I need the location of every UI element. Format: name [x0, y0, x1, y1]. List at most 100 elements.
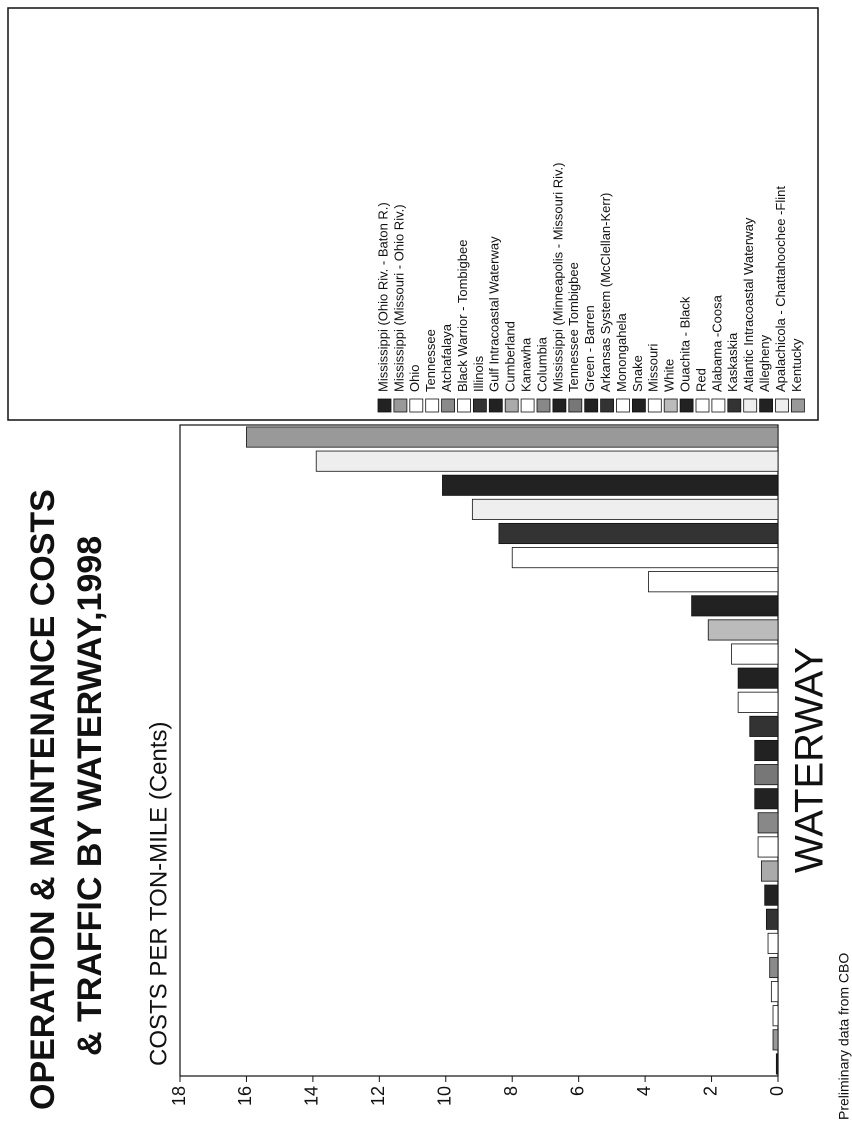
legend-swatch	[552, 398, 567, 413]
legend-box	[7, 7, 819, 421]
bar	[772, 1029, 779, 1051]
legend-swatch	[520, 398, 535, 413]
legend-swatch	[377, 398, 392, 413]
bar	[498, 522, 779, 545]
legend-swatch	[679, 398, 694, 413]
legend-label: Mississippi (Missouri - Ohio Riv.)	[391, 204, 406, 392]
legend-label: Red	[693, 368, 708, 392]
legend-swatch	[568, 398, 583, 413]
legend-swatch	[488, 398, 503, 413]
legend-label: Tennessee	[423, 329, 438, 392]
bar	[511, 547, 779, 569]
legend-label: Black Warrior - Tombigbee	[455, 240, 470, 392]
rotated-chart: OPERATION & MAINTENANCE COSTS & TRAFFIC …	[7, 7, 852, 1120]
legend-label: Kentucky	[789, 338, 804, 392]
legend-swatch	[632, 398, 646, 413]
legend-label: Tennessee Tombigbee	[566, 262, 581, 392]
legend-label: Ouachita - Black	[678, 296, 693, 392]
legend-swatch	[711, 398, 726, 413]
y-tick-label: 6	[567, 1086, 587, 1096]
legend-label: Ohio	[407, 365, 422, 392]
bar	[442, 474, 779, 496]
legend-swatch	[425, 398, 440, 413]
legend-label: Green - Barren	[582, 305, 597, 392]
footnote: Preliminary data from CBO	[836, 953, 852, 1120]
title-line: & TRAFFIC BY WATERWAY,1998	[71, 536, 109, 1056]
y-tick-label: 10	[435, 1086, 455, 1106]
bar	[769, 956, 779, 979]
legend-swatch	[600, 398, 614, 413]
y-tick-label: 0	[767, 1086, 787, 1096]
legend-swatch	[663, 398, 678, 413]
legend-swatch	[791, 398, 805, 413]
title-line: OPERATION & MAINTENANCE COSTS	[24, 489, 62, 1110]
legend-label: Mississippi (Minneapolis - Missouri Riv.…	[550, 163, 565, 392]
y-axis-label: COSTS PER TON-MILE (Cents)	[145, 721, 172, 1066]
legend-swatch	[457, 398, 471, 413]
y-tick-label: 12	[368, 1086, 388, 1106]
legend-swatch	[393, 398, 408, 413]
bar	[471, 498, 779, 520]
legend-label: Illinois	[471, 355, 486, 392]
legend-swatch	[759, 398, 773, 413]
bar	[707, 619, 779, 641]
legend-swatch	[409, 398, 424, 413]
legend-swatch	[504, 398, 519, 413]
legend-swatch	[472, 398, 487, 413]
legend-label: Arkansas System (McClellan-Kerr)	[598, 193, 613, 392]
bar	[246, 426, 779, 448]
bar	[731, 643, 779, 665]
bar	[757, 812, 779, 834]
legend-swatch	[727, 398, 742, 413]
bar	[754, 764, 779, 786]
y-tick-label: 4	[634, 1086, 654, 1096]
legend-label: Allegheny	[757, 334, 772, 392]
legend-label: Missouri	[646, 343, 661, 392]
legend-label: Atlantic Intracoastal Waterway	[741, 217, 756, 392]
y-tick-label: 18	[169, 1086, 189, 1106]
legend-label: Atchafalaya	[439, 323, 454, 392]
bar	[754, 739, 779, 762]
legend-label: Mississippi (Ohio Riv. - Baton R.)	[375, 202, 390, 392]
legend-swatch	[743, 398, 758, 413]
legend-label: Cumberland	[503, 321, 518, 392]
plot-frame	[179, 424, 779, 1077]
legend-swatch	[775, 398, 789, 413]
y-tick-label: 16	[235, 1086, 255, 1106]
legend-swatch	[616, 398, 630, 413]
legend-swatch	[695, 398, 710, 413]
y-tick-label: 8	[501, 1086, 521, 1096]
legend-label: Columbia	[534, 336, 549, 392]
bar	[648, 571, 779, 593]
legend-label: Snake	[630, 355, 645, 392]
bar	[764, 884, 779, 906]
bar	[760, 860, 779, 882]
bar	[772, 1005, 779, 1027]
bar	[775, 1053, 779, 1075]
bar	[691, 595, 779, 617]
legend-swatch	[441, 398, 456, 413]
bar	[754, 788, 779, 810]
legend-label: White	[662, 359, 677, 392]
x-axis-label: WATERWAY	[788, 647, 832, 873]
bar	[767, 932, 779, 954]
legend-label: Monongahela	[614, 312, 629, 392]
legend-swatch	[536, 398, 551, 413]
legend-label: Alabama -Coosa	[709, 294, 724, 392]
bar	[770, 981, 779, 1003]
legend-label: Apalachicola - Chattahoochee -Flint	[773, 186, 788, 392]
legend-swatch	[647, 398, 662, 413]
legend-label: Kanawha	[519, 337, 534, 392]
y-tick-label: 14	[302, 1086, 322, 1106]
bar	[737, 691, 779, 713]
bar	[765, 908, 779, 930]
bar	[749, 715, 779, 737]
bar	[757, 836, 779, 858]
legend-swatch	[584, 398, 599, 413]
legend-label: Kaskaskia	[725, 332, 740, 392]
y-tick-label: 2	[700, 1086, 720, 1096]
bar	[315, 450, 779, 472]
bar	[737, 667, 779, 689]
legend-label: Gulf Intracoastal Waterway	[487, 236, 502, 392]
